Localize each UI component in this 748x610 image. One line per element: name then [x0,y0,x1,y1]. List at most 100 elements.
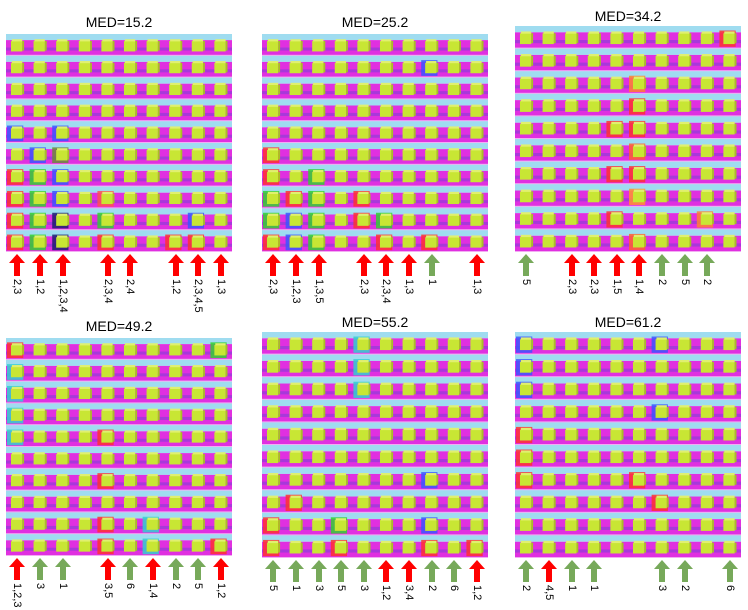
cube-top [588,450,600,453]
cube [169,40,181,52]
sky-strip [515,377,741,384]
cube-side [599,452,601,463]
arrow-label: 3,4 [402,585,415,601]
cube-top [679,518,690,521]
cube-side [481,520,484,530]
cube [678,191,690,203]
cube [78,497,91,509]
cube-side [553,384,556,395]
cube-top [34,474,45,477]
cube-top [267,382,279,385]
cube [289,106,301,117]
cube-side [459,474,461,485]
row-separator [6,402,232,404]
cube [542,542,554,554]
sky-strip [262,535,488,542]
cube-top [79,343,91,346]
cube-top [724,54,735,57]
cube-side [459,361,461,372]
cube [587,452,600,464]
red-arrow-icon [378,254,395,276]
cube [56,215,68,226]
cube-top [147,365,158,368]
cube-top [701,121,713,125]
cube-top [11,126,23,129]
green-arrow-icon [54,558,71,580]
cube [123,62,136,74]
cube-side [67,128,70,138]
cube-side [44,497,47,508]
cube-top [215,343,226,346]
cube [334,361,347,373]
cube [78,237,91,248]
cube [289,84,301,96]
cube [700,78,713,90]
cube-side [666,123,669,134]
cube-top [448,382,460,385]
cube-side [225,62,228,73]
cube-side [689,168,692,179]
cube [214,128,226,139]
cube-side [180,519,183,529]
green-arrow-icon [699,254,716,276]
cube-side [67,366,70,377]
cube-side [157,215,160,225]
row-separator [262,376,488,378]
cube [519,146,532,158]
cube-side [44,344,47,355]
cube-top [290,473,301,476]
cube-side [368,40,371,51]
cube-top [335,427,347,431]
cube [723,474,735,486]
cube-top [471,191,482,195]
arrow-shape [653,560,670,582]
cube-side [712,339,714,350]
sky-strip [6,99,232,106]
cube [33,215,45,226]
cube-side [481,407,484,417]
cube-side [346,215,348,225]
cube-top [170,170,181,173]
cube-side [90,344,92,355]
ground-band [515,153,741,157]
cube [101,193,113,205]
cube [447,62,460,74]
cube-side [112,128,115,138]
ground-band [515,481,741,485]
cube [700,542,713,554]
cube [610,474,622,486]
cube-side [481,62,484,73]
cube-top [471,405,482,408]
cube-top [543,540,554,544]
cube-top [724,473,735,476]
cube-top [34,213,45,216]
cube [425,40,437,52]
cube-side [621,407,624,417]
cube-side [531,520,534,530]
arrow-shape [540,560,557,582]
cube-top [79,365,91,368]
cube-side [278,474,281,485]
cube-side [203,62,205,73]
cube-side [436,497,439,508]
cube [519,214,532,225]
cube-top [448,191,460,195]
cube [632,497,645,509]
cube-side [44,62,47,73]
cube-top [588,427,600,431]
cube-side [576,55,579,66]
cube [700,146,713,158]
cube-side [712,33,714,44]
cube [289,520,301,531]
row-separator [262,76,488,78]
cube-top [426,61,437,64]
cube-top [79,452,91,455]
row-separator [6,76,232,78]
cube-top [380,382,392,385]
cube [191,84,204,96]
cube-side [391,215,394,225]
ground-band [6,482,232,486]
cube-side [44,432,47,442]
row-separator [6,251,232,252]
cube-top [267,170,279,173]
